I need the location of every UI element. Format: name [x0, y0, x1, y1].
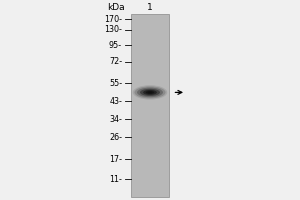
- Ellipse shape: [133, 85, 167, 100]
- Text: 17-: 17-: [109, 154, 122, 164]
- Text: 72-: 72-: [109, 58, 122, 66]
- Text: 170-: 170-: [104, 15, 122, 23]
- Text: 43-: 43-: [109, 97, 122, 106]
- Ellipse shape: [143, 90, 157, 95]
- Ellipse shape: [134, 86, 166, 98]
- Text: 95-: 95-: [109, 40, 122, 49]
- Ellipse shape: [137, 88, 163, 97]
- Ellipse shape: [146, 91, 154, 94]
- Text: 130-: 130-: [104, 25, 122, 34]
- Ellipse shape: [140, 89, 160, 96]
- Text: 11-: 11-: [109, 174, 122, 184]
- Ellipse shape: [148, 92, 152, 93]
- Text: kDa: kDa: [107, 2, 124, 11]
- Text: 55-: 55-: [109, 78, 122, 88]
- Text: 1: 1: [147, 2, 153, 11]
- Text: 26-: 26-: [109, 133, 122, 142]
- Text: 34-: 34-: [109, 114, 122, 123]
- FancyBboxPatch shape: [130, 14, 170, 197]
